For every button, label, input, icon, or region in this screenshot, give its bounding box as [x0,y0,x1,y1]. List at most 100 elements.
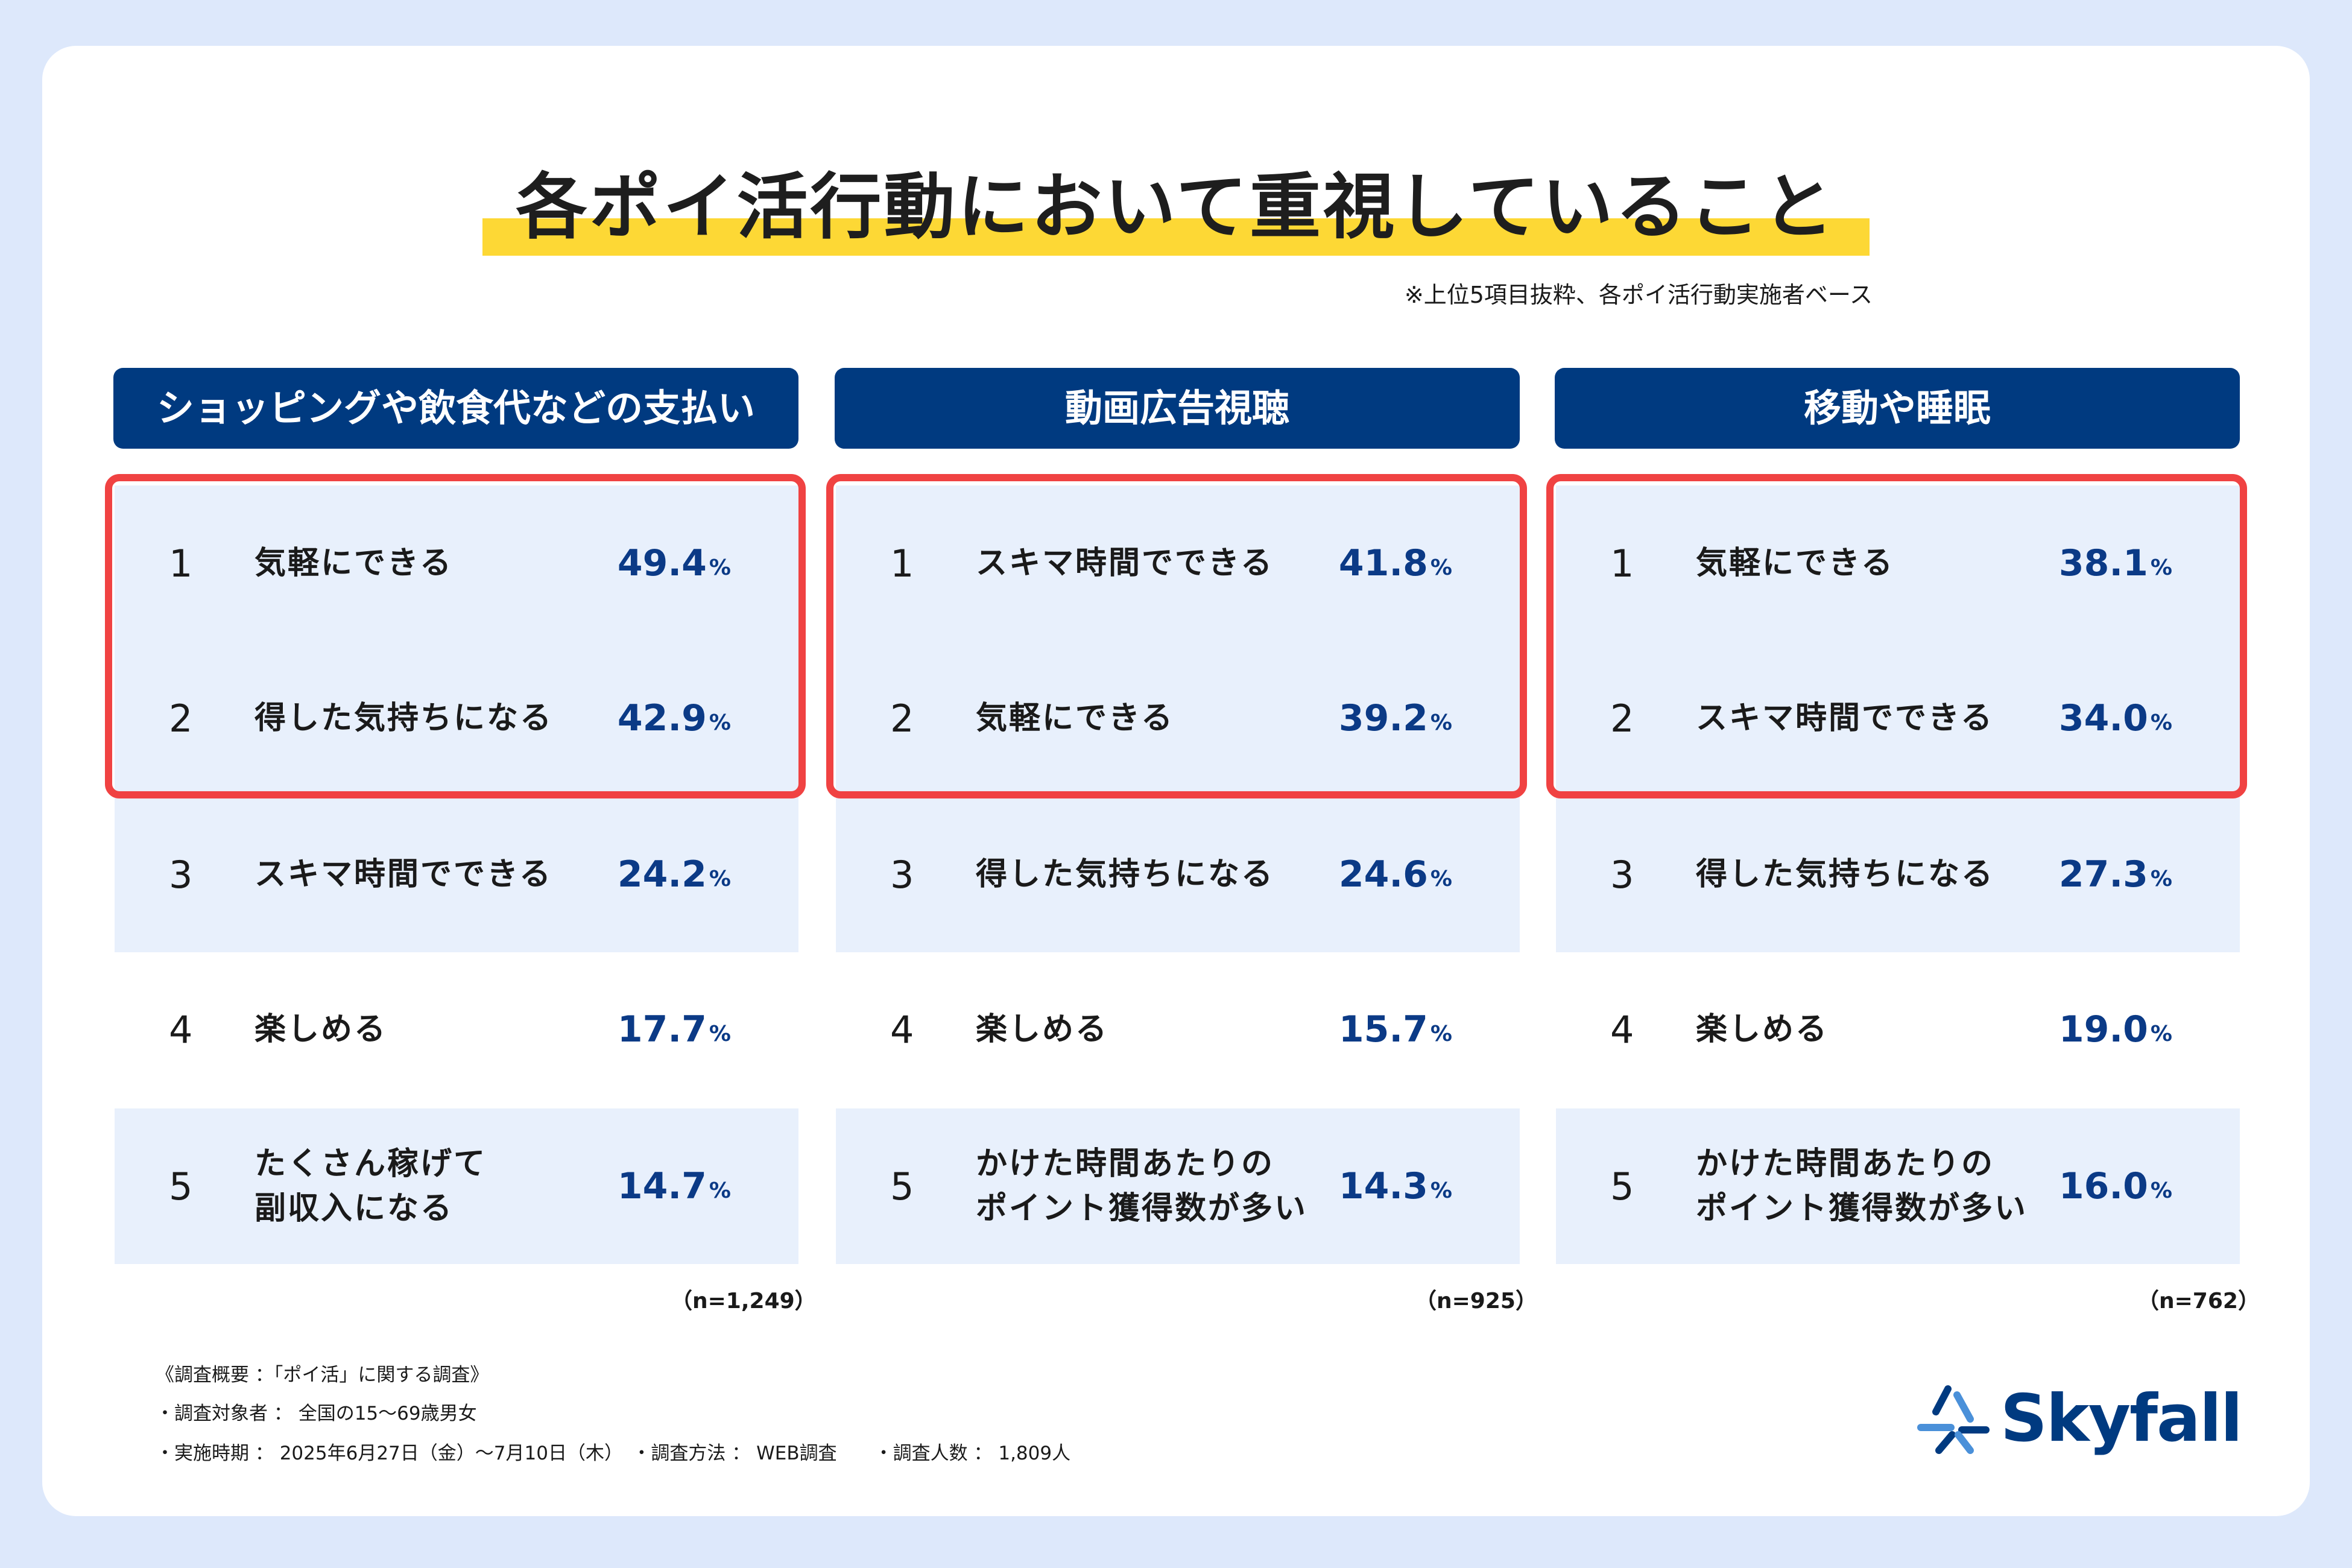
sample-size: （n=925） [1415,1289,1537,1314]
value-number: 27.3 [2058,853,2148,896]
percent-sign: % [1430,710,1452,735]
rank-number: 2 [890,696,914,741]
item-label: 得した気持ちになる [254,700,554,736]
rank-number: 2 [169,696,193,741]
item-label: かけた時間あたりの ポイント獲得数が多い [976,1146,1308,1227]
base-note: ※上位5項目抜粋、各ポイ活行動実施者ベース [1404,282,1873,308]
column-header: ショッピングや飲食代などの支払い [113,368,798,449]
value-number: 49.4 [617,542,707,584]
ranking-row: 5 かけた時間あたりの ポイント獲得数が多い 14.3% [836,1108,1520,1264]
percent-sign: % [709,555,731,580]
rank-number: 1 [169,541,193,586]
value-number: 38.1 [2058,542,2148,584]
item-label: 楽しめる [1696,1011,1829,1048]
value-number: 15.7 [1338,1008,1428,1051]
survey-target: ・調査対象者 ： 全国の15〜69歳男女 [156,1403,477,1424]
title-highlight [482,218,1870,256]
percent-sign: % [709,1178,731,1203]
ranking-row: 3 スキマ時間でできる 24.2% [115,797,798,952]
item-label: 気軽にできる [1696,545,1894,581]
percent-sign: % [2150,866,2172,891]
percent-value: 34.0% [2059,640,2172,796]
title-wrapper: 各ポイ活行動において重視していること [0,162,2352,252]
value-number: 17.7 [617,1008,707,1051]
percent-sign: % [2150,710,2172,735]
value-number: 14.3 [1338,1165,1428,1207]
item-label: たくさん稼げて 副収入になる [254,1146,487,1227]
percent-sign: % [1430,1021,1452,1046]
item-label: かけた時間あたりの ポイント獲得数が多い [1696,1146,2028,1227]
percent-sign: % [2150,1021,2172,1046]
ranking-row: 2 得した気持ちになる 42.9% [115,640,798,796]
value-number: 42.9 [617,697,707,739]
top2-highlight-box [826,474,1527,798]
rank-number: 3 [890,852,914,897]
item-label: スキマ時間でできる [976,545,1274,581]
percent-value: 39.2% [1339,640,1452,796]
value-number: 24.6 [1338,853,1428,896]
logo-text: Skyfall [2000,1381,2243,1456]
value-number: 39.2 [1338,697,1428,739]
percent-value: 27.3% [2059,797,2172,952]
value-number: 24.2 [617,853,707,896]
rank-number: 4 [890,1007,914,1052]
skyfall-logo: Skyfall [1915,1381,2243,1456]
ranking-row: 3 得した気持ちになる 24.6% [836,797,1520,952]
rank-number: 4 [1610,1007,1634,1052]
column-header: 移動や睡眠 [1555,368,2240,449]
top2-highlight-box [105,474,806,798]
ranking-row: 5 かけた時間あたりの ポイント獲得数が多い 16.0% [1556,1108,2240,1264]
item-label: 楽しめる [976,1011,1109,1048]
ranking-row: 4 楽しめる 17.7% [115,952,798,1107]
rank-number: 2 [1610,696,1634,741]
sample-size: （n=762） [2137,1289,2260,1314]
item-label: 得した気持ちになる [1696,856,1995,893]
item-label: 気軽にできる [254,545,453,581]
ranking-row: 1 スキマ時間でできる 41.8% [836,485,1520,641]
rank-number: 1 [1610,541,1634,586]
ranking-row: 1 気軽にできる 49.4% [115,485,798,641]
rank-number: 1 [890,541,914,586]
percent-value: 41.8% [1339,485,1452,641]
value-number: 19.0 [2058,1008,2148,1051]
percent-sign: % [1430,1178,1452,1203]
percent-sign: % [1430,555,1452,580]
percent-sign: % [2150,1178,2172,1203]
ranking-row: 2 気軽にできる 39.2% [836,640,1520,796]
rank-number: 4 [169,1007,193,1052]
rank-number: 5 [169,1164,193,1209]
percent-value: 17.7% [618,952,731,1107]
value-number: 16.0 [2058,1165,2148,1207]
percent-value: 16.0% [2059,1108,2172,1264]
skyfall-mark-icon [1917,1385,1990,1454]
percent-sign: % [709,1021,731,1046]
percent-sign: % [1430,866,1452,891]
item-label: 気軽にできる [976,700,1174,736]
ranking-row: 2 スキマ時間でできる 34.0% [1556,640,2240,796]
percent-sign: % [709,866,731,891]
percent-sign: % [2150,555,2172,580]
item-label: 楽しめる [254,1011,388,1048]
percent-value: 42.9% [618,640,731,796]
item-label: 得した気持ちになる [976,856,1275,893]
percent-value: 19.0% [2059,952,2172,1107]
ranking-row: 1 気軽にできる 38.1% [1556,485,2240,641]
rank-number: 5 [1610,1164,1634,1209]
column-header: 動画広告視聴 [835,368,1520,449]
rank-number: 3 [169,852,193,897]
value-number: 34.0 [2058,697,2148,739]
percent-value: 15.7% [1339,952,1452,1107]
rank-number: 5 [890,1164,914,1209]
ranking-row: 3 得した気持ちになる 27.3% [1556,797,2240,952]
percent-value: 14.7% [618,1108,731,1264]
percent-value: 38.1% [2059,485,2172,641]
ranking-row: 4 楽しめる 19.0% [1556,952,2240,1107]
top2-highlight-box [1546,474,2247,798]
percent-value: 24.6% [1339,797,1452,952]
item-label: スキマ時間でできる [254,856,552,893]
survey-summary: 《調査概要 ：「ポイ活」に関する調査》 [156,1364,489,1386]
percent-sign: % [709,710,731,735]
percent-value: 49.4% [618,485,731,641]
sample-size: （n=1,249） [671,1289,817,1314]
ranking-row: 5 たくさん稼げて 副収入になる 14.7% [115,1108,798,1264]
